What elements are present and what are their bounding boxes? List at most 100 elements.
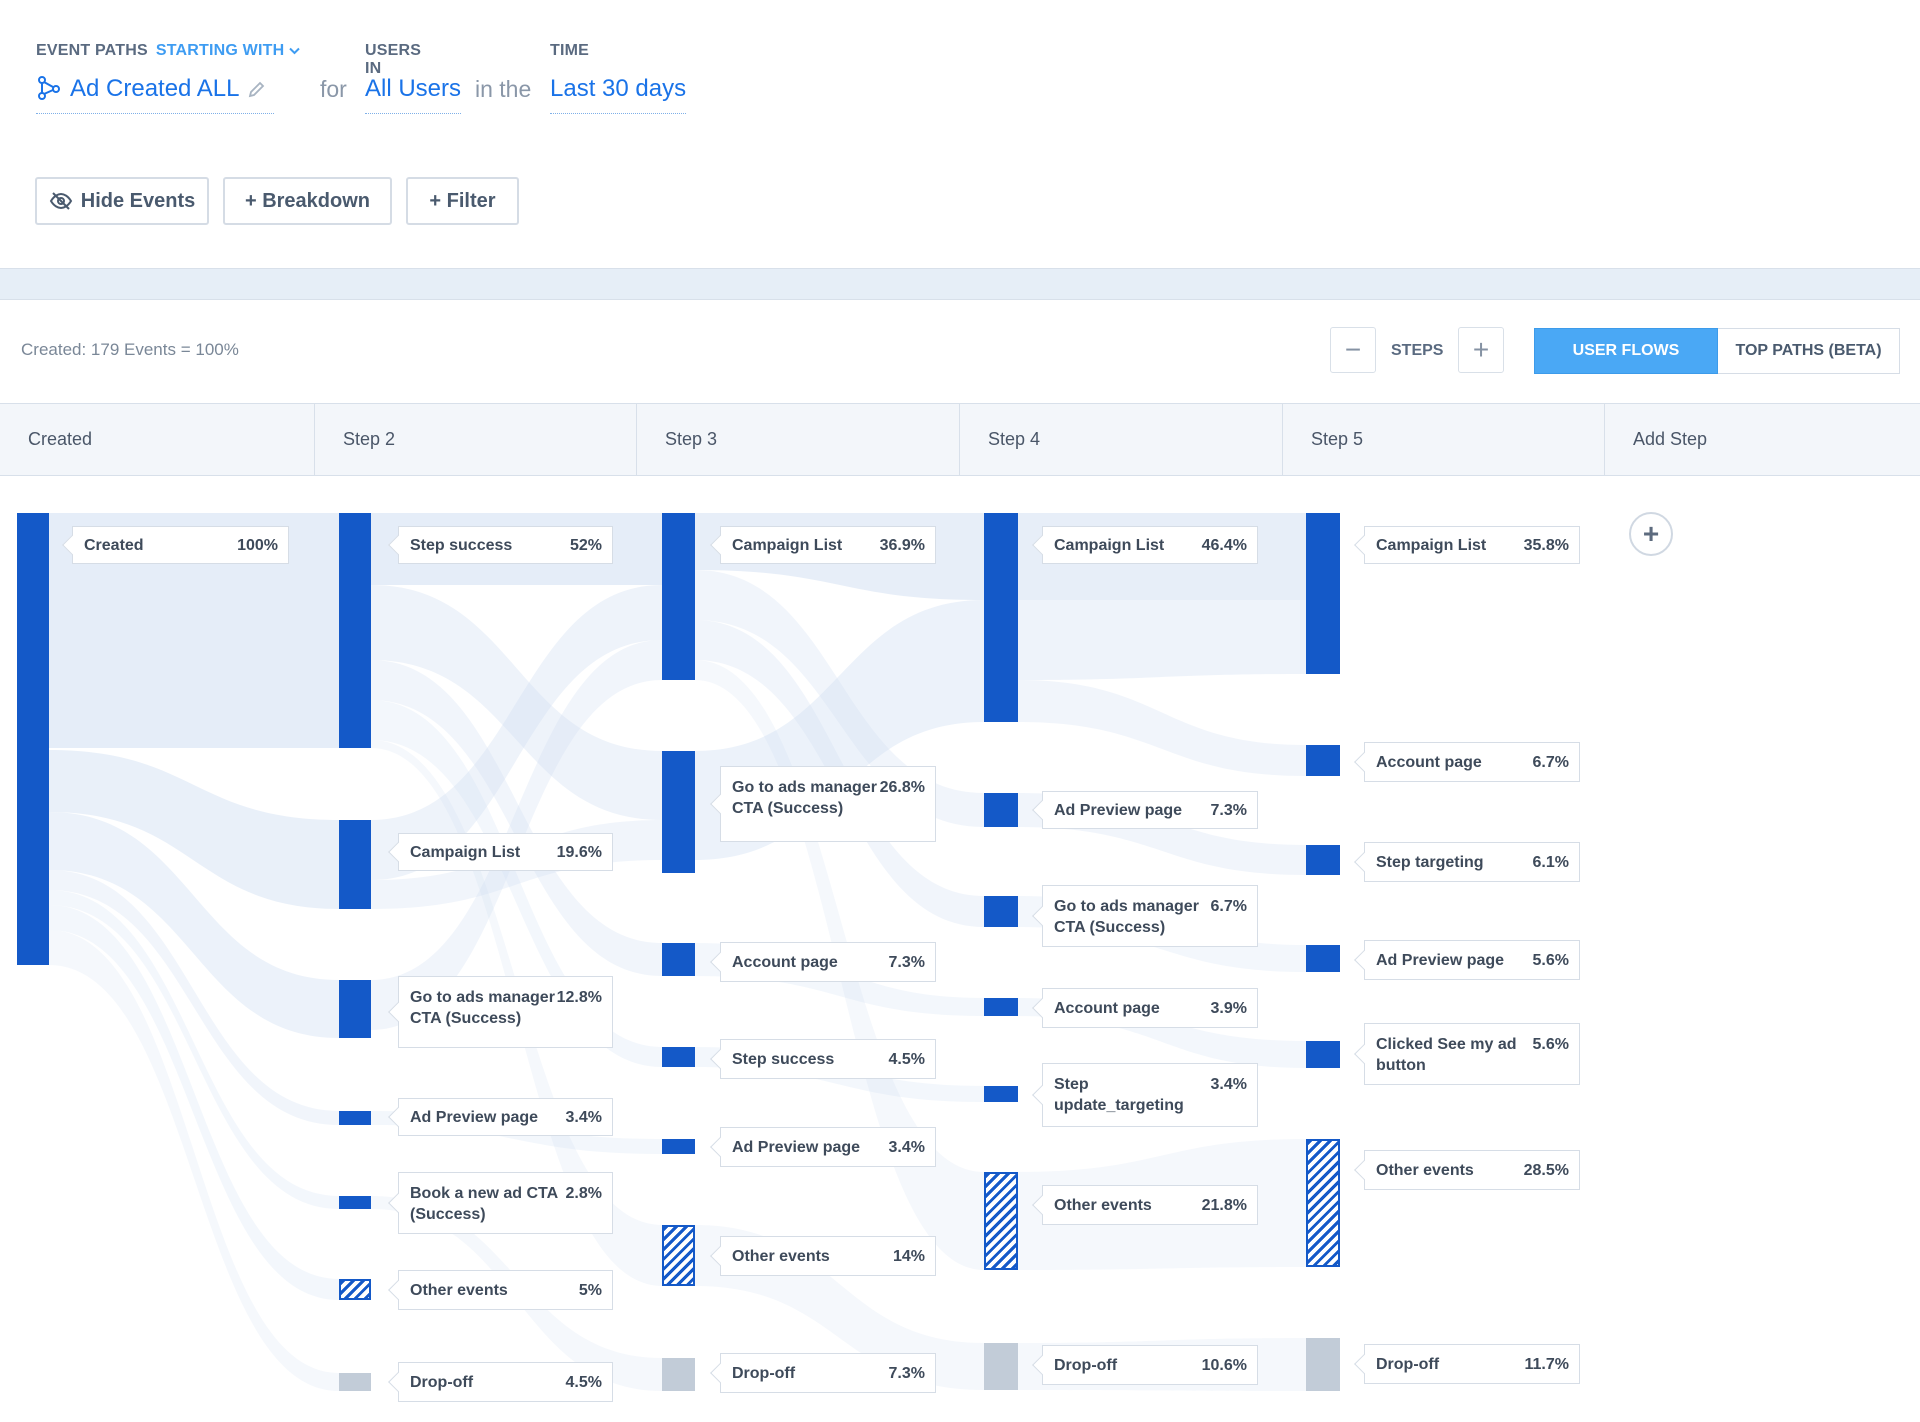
flow-node-card[interactable]: Go to ads manager CTA (Success) 26.8% [720, 766, 936, 842]
flow-s2-success-to-go-to-ads [371, 585, 662, 820]
flow-node-bar[interactable] [984, 513, 1018, 722]
flow-node-percent: 7.3% [888, 953, 925, 971]
flow-s2-campaign-to-campaign [371, 585, 662, 880]
flow-node-card[interactable]: Other events 5% [398, 1270, 613, 1310]
flow-node-card[interactable]: Ad Preview page 3.4% [398, 1098, 613, 1136]
flow-node-card[interactable]: Ad Preview page 7.3% [1042, 791, 1258, 829]
flow-node-bar[interactable] [984, 998, 1018, 1016]
flow-node-label: Campaign List [732, 536, 843, 554]
filter-button[interactable]: + Filter [406, 177, 519, 225]
flow-node-label: Step success [732, 1050, 835, 1068]
pencil-icon[interactable] [247, 79, 267, 99]
flow-node-bar[interactable] [662, 1139, 695, 1154]
flow-node-bar[interactable] [984, 1086, 1018, 1102]
flow-node-bar[interactable] [1306, 845, 1340, 875]
flow-node-bar[interactable] [1306, 745, 1340, 776]
flow-node-percent: 36.9% [879, 536, 925, 554]
flow-node-percent: 35.8% [1523, 536, 1569, 554]
flow-node-percent: 19.6% [556, 843, 602, 861]
column-header-step-4: Step 4 [960, 403, 1283, 476]
flow-node-card[interactable]: Step targeting 6.1% [1364, 842, 1580, 882]
starting-with-dropdown[interactable]: STARTING WITH [156, 42, 300, 59]
top-paths-tab[interactable]: TOP PATHS (BETA) [1718, 328, 1900, 374]
view-toggle: USER FLOWS TOP PATHS (BETA) [1534, 328, 1900, 374]
flow-node-percent: 5% [578, 1281, 602, 1299]
flow-node-card[interactable]: Ad Preview page 5.6% [1364, 940, 1580, 980]
flow-node-bar[interactable] [662, 943, 695, 976]
flow-node-bar[interactable] [1306, 945, 1340, 972]
flow-node-card[interactable]: Ad Preview page 3.4% [720, 1127, 936, 1167]
flow-node-card[interactable]: Drop-off 4.5% [398, 1362, 613, 1402]
flow-node-label: Account page [1376, 753, 1482, 771]
flow-node-card[interactable]: Go to ads manager CTA (Success) 12.8% [398, 976, 613, 1048]
flow-node-card[interactable]: Campaign List 19.6% [398, 833, 613, 871]
steps-decrease-button[interactable]: − [1330, 327, 1376, 373]
flow-node-card[interactable]: Account page 3.9% [1042, 988, 1258, 1028]
flow-node-card[interactable]: Account page 7.3% [720, 942, 936, 982]
flow-node-card[interactable]: Drop-off 7.3% [720, 1353, 936, 1393]
steps-increase-button[interactable]: + [1458, 327, 1504, 373]
flow-node-bar[interactable] [984, 1172, 1018, 1270]
breakdown-button[interactable]: + Breakdown [223, 177, 392, 225]
hide-events-button[interactable]: Hide Events [35, 177, 209, 225]
flow-created-to-campaign-list [49, 750, 339, 909]
flow-node-card[interactable]: Campaign List 35.8% [1364, 526, 1580, 564]
flow-node-bar[interactable] [339, 1279, 371, 1300]
users-in-label: USERS IN [365, 42, 422, 77]
flow-node-bar[interactable] [662, 751, 695, 873]
flow-node-card[interactable]: Account page 6.7% [1364, 742, 1580, 782]
flow-node-card[interactable]: Created 100% [72, 526, 289, 564]
flow-node-label: Other events [1054, 1196, 1152, 1214]
users-selector[interactable]: All Users [365, 75, 462, 114]
user-flows-tab[interactable]: USER FLOWS [1534, 328, 1718, 374]
flow-node-bar[interactable] [984, 1343, 1018, 1390]
flow-node-bar[interactable] [339, 1196, 371, 1209]
flow-node-percent: 4.5% [565, 1373, 602, 1391]
flow-node-percent: 21.8% [1201, 1196, 1247, 1214]
flow-node-card[interactable]: Go to ads manager CTA (Success) 6.7% [1042, 885, 1258, 947]
flow-s4-campaign-to-campaign-b [1018, 600, 1306, 680]
event-summary: Created: 179 Events = 100% [21, 340, 239, 359]
flow-node-bar[interactable] [662, 1225, 695, 1286]
flow-node-bar[interactable] [662, 1047, 695, 1067]
flow-node-card[interactable]: Book a new ad CTA (Success) 2.8% [398, 1172, 613, 1234]
flow-node-bar[interactable] [662, 1358, 695, 1391]
flow-links [49, 513, 1306, 1391]
flow-node-bar[interactable] [17, 513, 49, 965]
flow-node-bar[interactable] [339, 980, 371, 1038]
flow-node-card[interactable]: Campaign List 46.4% [1042, 526, 1258, 564]
flow-s2-success-to-account [371, 660, 662, 976]
flow-node-bar[interactable] [984, 793, 1018, 827]
flow-node-bar[interactable] [339, 1111, 371, 1125]
flow-node-card[interactable]: Step success 52% [398, 526, 613, 564]
flow-node-card[interactable]: Step update_targeting 3.4% [1042, 1063, 1258, 1127]
flow-node-bar[interactable] [339, 820, 371, 909]
flow-node-percent: 2.8% [565, 1185, 602, 1202]
flow-node-percent: 6.7% [1532, 753, 1569, 771]
flow-node-label: Created [84, 536, 144, 554]
flow-node-label: Ad Preview page [410, 1108, 539, 1126]
flow-created-to-other [49, 905, 339, 1300]
flow-node-bar[interactable] [1306, 1041, 1340, 1068]
event-selector[interactable]: Ad Created ALL [36, 75, 274, 114]
column-header-add-step[interactable]: Add Step [1605, 403, 1920, 476]
flow-node-bar[interactable] [339, 1373, 371, 1391]
flow-node-bar[interactable] [1306, 513, 1340, 674]
flow-node-percent: 3.9% [1210, 999, 1247, 1017]
flow-node-bar[interactable] [662, 513, 695, 680]
add-step-button[interactable]: + [1629, 512, 1673, 556]
flow-node-bar[interactable] [1306, 1338, 1340, 1391]
flow-node-label: Ad Preview page [732, 1138, 861, 1156]
flow-node-card[interactable]: Drop-off 10.6% [1042, 1345, 1258, 1385]
flow-node-card[interactable]: Other events 21.8% [1042, 1185, 1258, 1225]
flow-node-card[interactable]: Clicked See my ad button 5.6% [1364, 1023, 1580, 1085]
time-selector[interactable]: Last 30 days [550, 75, 687, 114]
flow-node-bar[interactable] [1306, 1139, 1340, 1267]
flow-node-card[interactable]: Drop-off 11.7% [1364, 1344, 1580, 1384]
flow-node-card[interactable]: Campaign List 36.9% [720, 526, 936, 564]
flow-node-card[interactable]: Other events 28.5% [1364, 1150, 1580, 1190]
flow-node-bar[interactable] [339, 513, 371, 748]
flow-node-card[interactable]: Other events 14% [720, 1236, 936, 1276]
flow-node-bar[interactable] [984, 896, 1018, 927]
flow-node-card[interactable]: Step success 4.5% [720, 1039, 936, 1079]
